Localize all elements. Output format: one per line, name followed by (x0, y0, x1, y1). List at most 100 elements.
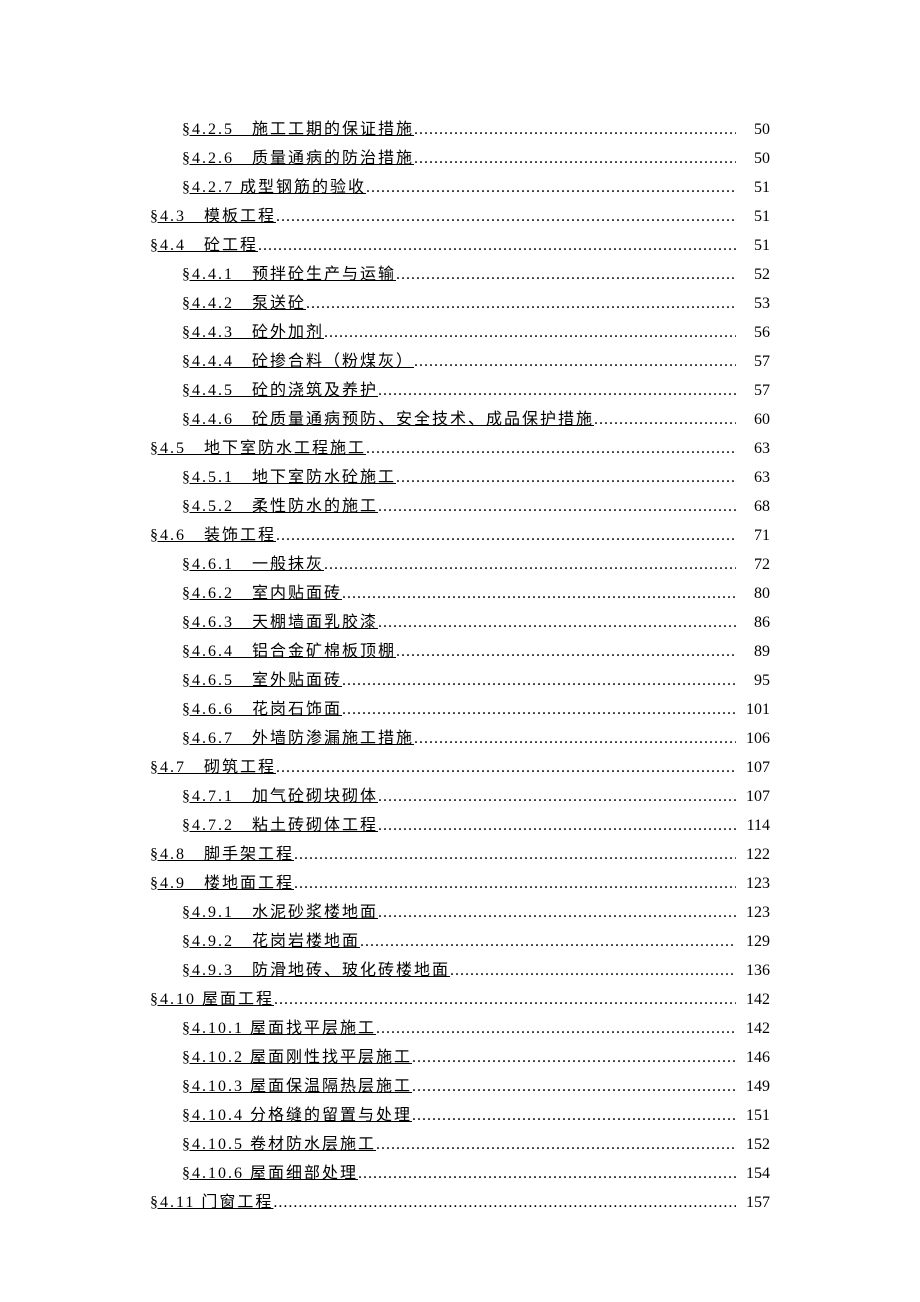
toc-leader (342, 695, 736, 724)
toc-entry[interactable]: §4.10.5 卷材防水层施工 152 (150, 1130, 770, 1159)
toc-leader (342, 579, 736, 608)
toc-leader (306, 289, 736, 318)
toc-page-number: 142 (736, 985, 770, 1014)
toc-page-number: 60 (736, 405, 770, 434)
toc-label: §4.2.7 成型钢筋的验收 (182, 173, 366, 202)
toc-entry[interactable]: §4.6 装饰工程 71 (150, 521, 770, 550)
toc-leader (412, 1072, 736, 1101)
toc-entry[interactable]: §4.10.2 屋面刚性找平层施工 146 (150, 1043, 770, 1072)
toc-leader (396, 637, 736, 666)
toc-page-number: 63 (736, 434, 770, 463)
toc-entry[interactable]: §4.3 模板工程 51 (150, 202, 770, 231)
toc-entry[interactable]: §4.4.3 砼外加剂 56 (150, 318, 770, 347)
toc-entry[interactable]: §4.7.1 加气砼砌块砌体 107 (150, 782, 770, 811)
toc-entry[interactable]: §4.5.2 柔性防水的施工 68 (150, 492, 770, 521)
toc-label: §4.9.2 花岗岩楼地面 (182, 927, 360, 956)
toc-entry[interactable]: §4.11 门窗工程 157 (150, 1188, 770, 1217)
toc-label: §4.10.5 卷材防水层施工 (182, 1130, 376, 1159)
toc-label: §4.7 砌筑工程 (150, 753, 276, 782)
toc-leader (396, 463, 736, 492)
toc-entry[interactable]: §4.2.7 成型钢筋的验收 51 (150, 173, 770, 202)
toc-leader (274, 985, 736, 1014)
toc-label: §4.6.5 室外贴面砖 (182, 666, 342, 695)
toc-entry[interactable]: §4.4.5 砼的浇筑及养护 57 (150, 376, 770, 405)
toc-page-number: 123 (736, 898, 770, 927)
toc-leader (414, 144, 736, 173)
toc-entry[interactable]: §4.2.5 施工工期的保证措施 50 (150, 115, 770, 144)
toc-entry[interactable]: §4.10.6 屋面细部处理 154 (150, 1159, 770, 1188)
toc-entry[interactable]: §4.9 楼地面工程 123 (150, 869, 770, 898)
toc-leader (294, 869, 736, 898)
toc-leader (342, 666, 736, 695)
toc-label: §4.8 脚手架工程 (150, 840, 294, 869)
toc-entry[interactable]: §4.4.1 预拌砼生产与运输 52 (150, 260, 770, 289)
toc-entry[interactable]: §4.10.1 屋面找平层施工 142 (150, 1014, 770, 1043)
toc-page-number: 51 (736, 202, 770, 231)
toc-entry[interactable]: §4.9.3 防滑地砖、玻化砖楼地面 136 (150, 956, 770, 985)
toc-entry[interactable]: §4.6.1 一般抹灰 72 (150, 550, 770, 579)
toc-page-number: 89 (736, 637, 770, 666)
toc-page-number: 107 (736, 782, 770, 811)
toc-entry[interactable]: §4.7 砌筑工程 107 (150, 753, 770, 782)
toc-entry[interactable]: §4.6.2 室内贴面砖 80 (150, 579, 770, 608)
toc-page-number: 142 (736, 1014, 770, 1043)
toc-entry[interactable]: §4.4 砼工程 51 (150, 231, 770, 260)
toc-leader (378, 492, 736, 521)
toc-label: §4.10.1 屋面找平层施工 (182, 1014, 376, 1043)
toc-entry[interactable]: §4.4.6 砼质量通病预防、安全技术、成品保护措施 60 (150, 405, 770, 434)
toc-label: §4.6.3 天棚墙面乳胶漆 (182, 608, 378, 637)
toc-page-number: 122 (736, 840, 770, 869)
toc-entry[interactable]: §4.4.2 泵送砼 53 (150, 289, 770, 318)
toc-entry[interactable]: §4.9.2 花岗岩楼地面 129 (150, 927, 770, 956)
toc-entry[interactable]: §4.6.5 室外贴面砖 95 (150, 666, 770, 695)
toc-label: §4.4.1 预拌砼生产与运输 (182, 260, 396, 289)
toc-label: §4.4.6 砼质量通病预防、安全技术、成品保护措施 (182, 405, 594, 434)
toc-entry[interactable]: §4.6.6 花岗石饰面 101 (150, 695, 770, 724)
toc-label: §4.6.2 室内贴面砖 (182, 579, 342, 608)
toc-entry[interactable]: §4.10 屋面工程 142 (150, 985, 770, 1014)
toc-page-number: 129 (736, 927, 770, 956)
toc-entry[interactable]: §4.5 地下室防水工程施工 63 (150, 434, 770, 463)
toc-entry[interactable]: §4.6.3 天棚墙面乳胶漆 86 (150, 608, 770, 637)
toc-page-number: 152 (736, 1130, 770, 1159)
toc-leader (276, 202, 736, 231)
toc-page-number: 53 (736, 289, 770, 318)
toc-page-number: 95 (736, 666, 770, 695)
toc-entry[interactable]: §4.8 脚手架工程 122 (150, 840, 770, 869)
toc-page-number: 50 (736, 115, 770, 144)
toc-leader (376, 1014, 736, 1043)
toc-entry[interactable]: §4.6.7 外墙防渗漏施工措施 106 (150, 724, 770, 753)
toc-label: §4.5.2 柔性防水的施工 (182, 492, 378, 521)
toc-page-number: 51 (736, 173, 770, 202)
toc-label: §4.5.1 地下室防水砼施工 (182, 463, 396, 492)
toc-entry[interactable]: §4.7.2 粘土砖砌体工程 114 (150, 811, 770, 840)
toc-page-number: 157 (736, 1188, 770, 1217)
toc-leader (360, 927, 736, 956)
toc-page-number: 146 (736, 1043, 770, 1072)
toc-page-number: 57 (736, 347, 770, 376)
toc-leader (324, 318, 736, 347)
toc-leader (378, 608, 736, 637)
toc-page-number: 151 (736, 1101, 770, 1130)
toc-label: §4.7.1 加气砼砌块砌体 (182, 782, 378, 811)
toc-entry[interactable]: §4.4.4 砼掺合料（粉煤灰） 57 (150, 347, 770, 376)
toc-label: §4.5 地下室防水工程施工 (150, 434, 366, 463)
toc-leader (366, 434, 736, 463)
toc-label: §4.4.3 砼外加剂 (182, 318, 324, 347)
toc-label: §4.11 门窗工程 (150, 1188, 273, 1217)
toc-entry[interactable]: §4.9.1 水泥砂浆楼地面 123 (150, 898, 770, 927)
toc-page-number: 71 (736, 521, 770, 550)
toc-entry[interactable]: §4.10.4 分格缝的留置与处理 151 (150, 1101, 770, 1130)
toc-entry[interactable]: §4.10.3 屋面保温隔热层施工 149 (150, 1072, 770, 1101)
toc-page-number: 68 (736, 492, 770, 521)
toc-entry[interactable]: §4.5.1 地下室防水砼施工 63 (150, 463, 770, 492)
toc-label: §4.4.5 砼的浇筑及养护 (182, 376, 378, 405)
table-of-contents: §4.2.5 施工工期的保证措施 50§4.2.6 质量通病的防治措施 50§4… (150, 115, 770, 1217)
toc-entry[interactable]: §4.2.6 质量通病的防治措施 50 (150, 144, 770, 173)
toc-page-number: 80 (736, 579, 770, 608)
toc-leader (412, 1043, 736, 1072)
toc-entry[interactable]: §4.6.4 铝合金矿棉板顶棚 89 (150, 637, 770, 666)
toc-page-number: 114 (736, 811, 770, 840)
toc-label: §4.9.3 防滑地砖、玻化砖楼地面 (182, 956, 450, 985)
toc-leader (378, 898, 736, 927)
